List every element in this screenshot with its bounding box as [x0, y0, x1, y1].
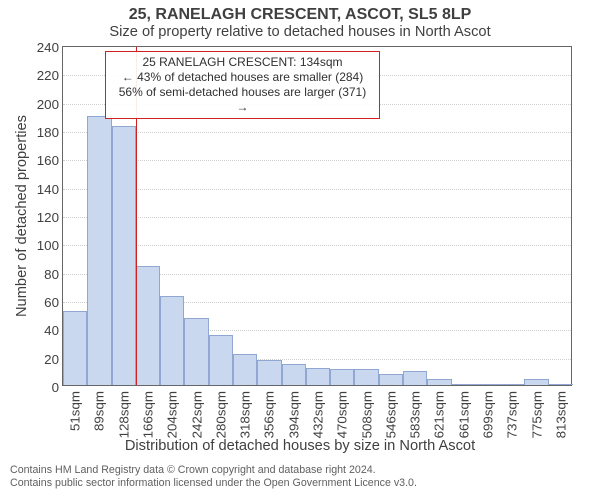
histogram-bar [136, 266, 160, 385]
histogram-bar [160, 296, 184, 385]
y-axis-label: Number of detached properties [14, 46, 30, 386]
y-tick: 60 [33, 295, 63, 310]
x-tick: 128sqm [116, 385, 131, 438]
y-tick: 40 [33, 323, 63, 338]
x-tick: 661sqm [456, 385, 471, 438]
x-tick: 280sqm [213, 385, 228, 438]
gridline [63, 189, 571, 190]
x-tick: 699sqm [481, 385, 496, 438]
x-tick: 356sqm [262, 385, 277, 438]
x-tick: 89sqm [92, 385, 107, 431]
histogram-bar [63, 311, 87, 385]
histogram-bar [87, 116, 111, 385]
annotation-line: 25 RANELAGH CRESCENT: 134sqm [112, 55, 373, 70]
histogram-bar [112, 126, 136, 385]
x-tick: 583sqm [408, 385, 423, 438]
y-tick: 200 [33, 97, 63, 112]
histogram-bar [282, 364, 306, 385]
gridline [63, 132, 571, 133]
chart-subtitle: Size of property relative to detached ho… [0, 24, 600, 40]
gridline [63, 217, 571, 218]
histogram-bar [403, 371, 427, 385]
y-tick: 180 [33, 125, 63, 140]
y-tick: 80 [33, 267, 63, 282]
histogram-bar [306, 368, 330, 385]
x-tick: 318sqm [238, 385, 253, 438]
histogram-bar [330, 369, 354, 385]
y-tick: 20 [33, 352, 63, 367]
plot-area: 25 RANELAGH CRESCENT: 134sqm← 43% of det… [62, 46, 572, 386]
gridline [63, 245, 571, 246]
annotation-line: ← 43% of detached houses are smaller (28… [112, 70, 373, 85]
histogram-bar [379, 374, 403, 385]
y-tick: 120 [33, 210, 63, 225]
chart-title: 25, RANELAGH CRESCENT, ASCOT, SL5 8LP [0, 6, 600, 24]
x-tick: 432sqm [311, 385, 326, 438]
footer: Contains HM Land Registry data © Crown c… [0, 464, 600, 491]
y-tick: 140 [33, 182, 63, 197]
footer-line-1: Contains HM Land Registry data © Crown c… [10, 464, 600, 477]
histogram-bar [233, 354, 257, 385]
gridline [63, 160, 571, 161]
x-tick: 204sqm [165, 385, 180, 438]
histogram-bar [354, 369, 378, 385]
x-tick: 470sqm [335, 385, 350, 438]
y-tick: 100 [33, 238, 63, 253]
histogram-bar [184, 318, 208, 385]
x-tick: 813sqm [553, 385, 568, 438]
y-tick: 0 [33, 380, 63, 395]
x-tick: 242sqm [189, 385, 204, 438]
x-tick: 394sqm [286, 385, 301, 438]
footer-line-2: Contains public sector information licen… [10, 477, 600, 490]
chart-container: { "titles": { "main": "25, RANELAGH CRES… [0, 0, 600, 500]
x-tick: 546sqm [383, 385, 398, 438]
x-tick: 621sqm [432, 385, 447, 438]
x-axis-label: Distribution of detached houses by size … [0, 438, 600, 454]
x-tick: 51sqm [68, 385, 83, 431]
y-tick: 240 [33, 40, 63, 55]
x-tick: 737sqm [505, 385, 520, 438]
y-tick: 220 [33, 68, 63, 83]
plot-inner: 25 RANELAGH CRESCENT: 134sqm← 43% of det… [63, 47, 571, 385]
x-tick: 508sqm [359, 385, 374, 438]
annotation-box: 25 RANELAGH CRESCENT: 134sqm← 43% of det… [105, 51, 380, 119]
annotation-line: 56% of semi-detached houses are larger (… [112, 85, 373, 115]
histogram-bar [209, 335, 233, 385]
y-tick: 160 [33, 153, 63, 168]
x-tick: 775sqm [529, 385, 544, 438]
histogram-bar [257, 360, 281, 386]
x-tick: 166sqm [141, 385, 156, 438]
